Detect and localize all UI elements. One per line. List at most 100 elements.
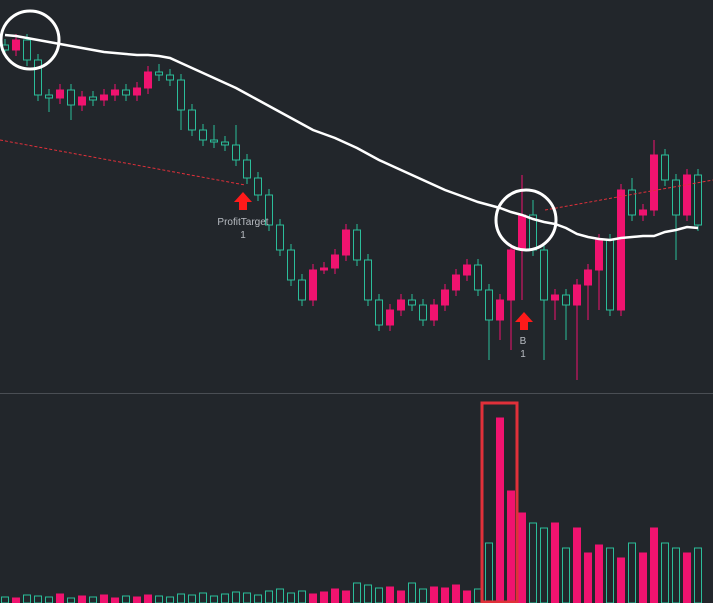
volume-bar bbox=[23, 594, 31, 603]
volume-bar bbox=[496, 417, 504, 603]
ma-layer bbox=[4, 33, 699, 242]
candle-body bbox=[639, 209, 647, 216]
candle-body bbox=[298, 279, 306, 301]
candle-body bbox=[89, 96, 97, 101]
volume-bar bbox=[408, 582, 416, 603]
candle-body bbox=[628, 189, 636, 216]
highlight-circle bbox=[494, 188, 558, 252]
candle-body bbox=[199, 129, 207, 141]
candle-body bbox=[573, 284, 581, 306]
candle-body bbox=[672, 179, 680, 216]
annotation-qty: 1 bbox=[520, 349, 526, 360]
volume-bar bbox=[364, 584, 372, 603]
volumes bbox=[1, 417, 702, 603]
stop-line bbox=[0, 139, 246, 186]
signal-arrow bbox=[515, 312, 533, 330]
candle-body bbox=[23, 39, 31, 61]
volume-bar bbox=[529, 522, 537, 603]
candle-body bbox=[375, 299, 383, 326]
candle-body bbox=[650, 154, 658, 211]
candle-body bbox=[661, 154, 669, 181]
candle-body bbox=[595, 239, 603, 271]
volume-bar bbox=[441, 587, 449, 603]
volume-bar bbox=[386, 586, 394, 603]
volume-bar bbox=[430, 586, 438, 603]
candle-body bbox=[188, 109, 196, 131]
candle-body bbox=[122, 89, 130, 96]
volume-bar bbox=[573, 527, 581, 603]
volume-bar bbox=[34, 595, 42, 603]
volume-bar bbox=[287, 592, 295, 603]
candle-body bbox=[111, 89, 119, 96]
candle-body bbox=[507, 249, 515, 301]
volume-bar bbox=[155, 595, 163, 603]
volume-bar bbox=[562, 547, 570, 603]
candle-body bbox=[155, 71, 163, 76]
volume-bar bbox=[232, 591, 240, 603]
volume-bar bbox=[276, 588, 284, 603]
volume-bar bbox=[518, 512, 526, 603]
volume-bar bbox=[397, 590, 405, 603]
volume-bar bbox=[78, 595, 86, 603]
volume-bar bbox=[1, 596, 9, 603]
volume-bar bbox=[331, 588, 339, 603]
volume-bar bbox=[463, 590, 471, 603]
volume-bar bbox=[12, 597, 20, 603]
volume-bar bbox=[320, 591, 328, 603]
candle-body bbox=[45, 94, 53, 99]
candle-body bbox=[694, 174, 702, 226]
moving-average bbox=[4, 33, 699, 242]
candle-body bbox=[34, 59, 42, 96]
volume-bar bbox=[694, 547, 702, 603]
volume-bar bbox=[584, 552, 592, 603]
candle-body bbox=[133, 87, 141, 96]
volume-bar bbox=[199, 592, 207, 603]
candle-body bbox=[309, 269, 317, 301]
volume-bar bbox=[111, 597, 119, 603]
volume-bar bbox=[210, 595, 218, 603]
candle-body bbox=[210, 139, 218, 143]
signal-arrow bbox=[234, 192, 252, 210]
volume-bar bbox=[672, 547, 680, 603]
candle-body bbox=[276, 224, 284, 251]
candle-body bbox=[254, 177, 262, 196]
candle-body bbox=[474, 264, 482, 291]
annotation-label: ProfitTarget bbox=[217, 217, 268, 228]
volume-bar bbox=[375, 587, 383, 603]
volume-bar bbox=[243, 592, 251, 603]
candle-body bbox=[287, 249, 295, 281]
volume-bar bbox=[595, 544, 603, 603]
candle-body bbox=[386, 309, 394, 326]
candle-body bbox=[364, 259, 372, 301]
volume-bar bbox=[144, 594, 152, 603]
candle-body bbox=[683, 174, 691, 216]
candle-body bbox=[518, 214, 526, 251]
candle-body bbox=[408, 299, 416, 306]
annotation-label: B bbox=[520, 336, 527, 347]
volume-bar bbox=[540, 527, 548, 603]
candle-body bbox=[606, 239, 614, 311]
volume-bar bbox=[683, 552, 691, 603]
volume-bar bbox=[551, 522, 559, 603]
volume-bar bbox=[56, 593, 64, 603]
candle-body bbox=[584, 269, 592, 286]
candle-body bbox=[353, 229, 361, 261]
candle-body bbox=[452, 274, 460, 291]
candle-body bbox=[166, 74, 174, 81]
volume-bar bbox=[298, 590, 306, 603]
candle-body bbox=[232, 144, 240, 161]
candle-body bbox=[441, 289, 449, 306]
candle-body bbox=[617, 189, 625, 311]
volume-bar bbox=[507, 490, 515, 603]
candle-body bbox=[100, 94, 108, 101]
volume-bar bbox=[485, 542, 493, 603]
volume-bar bbox=[474, 588, 482, 603]
volume-bar bbox=[133, 596, 141, 603]
candle-body bbox=[265, 194, 273, 226]
candle-body bbox=[430, 304, 438, 321]
volume-bar bbox=[639, 552, 647, 603]
volume-bar bbox=[309, 593, 317, 603]
stop-line bbox=[544, 179, 713, 211]
candle-body bbox=[485, 289, 493, 321]
